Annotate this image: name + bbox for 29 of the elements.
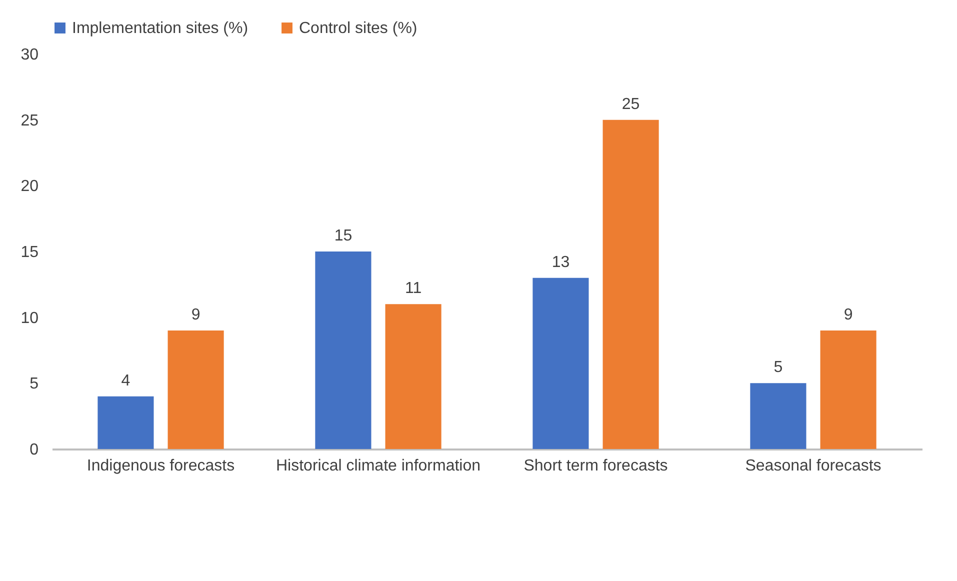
x-tick-label: Short term forecasts [524,458,668,474]
data-label: 9 [844,306,853,324]
bar [315,252,372,449]
legend-label: Implementation sites (%) [72,20,248,37]
legend-label: Control sites (%) [299,20,418,37]
data-label: 13 [552,254,570,271]
bar [750,383,806,449]
y-tick-label: 15 [20,244,39,261]
bar [532,278,589,449]
bar [385,304,442,449]
bar [602,120,659,449]
data-label: 11 [404,280,422,298]
bar [820,330,876,449]
bar [98,396,154,449]
y-tick-label: 5 [30,376,39,393]
y-tick-label: 30 [20,46,39,64]
y-tick-label: 20 [20,178,39,196]
data-label: 4 [121,372,130,390]
y-tick-label: 10 [20,310,39,327]
x-tick-label: Historical climate information [276,458,481,474]
data-label: 9 [191,306,200,324]
x-tick-label: Indigenous forecasts [86,458,235,474]
y-tick-label: 0 [30,442,39,458]
x-tick-label: Seasonal forecasts [745,458,882,474]
data-label: 25 [622,96,640,113]
bar [168,330,224,449]
data-label: 5 [774,359,783,376]
data-label: 15 [334,228,352,244]
y-tick-label: 25 [20,112,39,130]
